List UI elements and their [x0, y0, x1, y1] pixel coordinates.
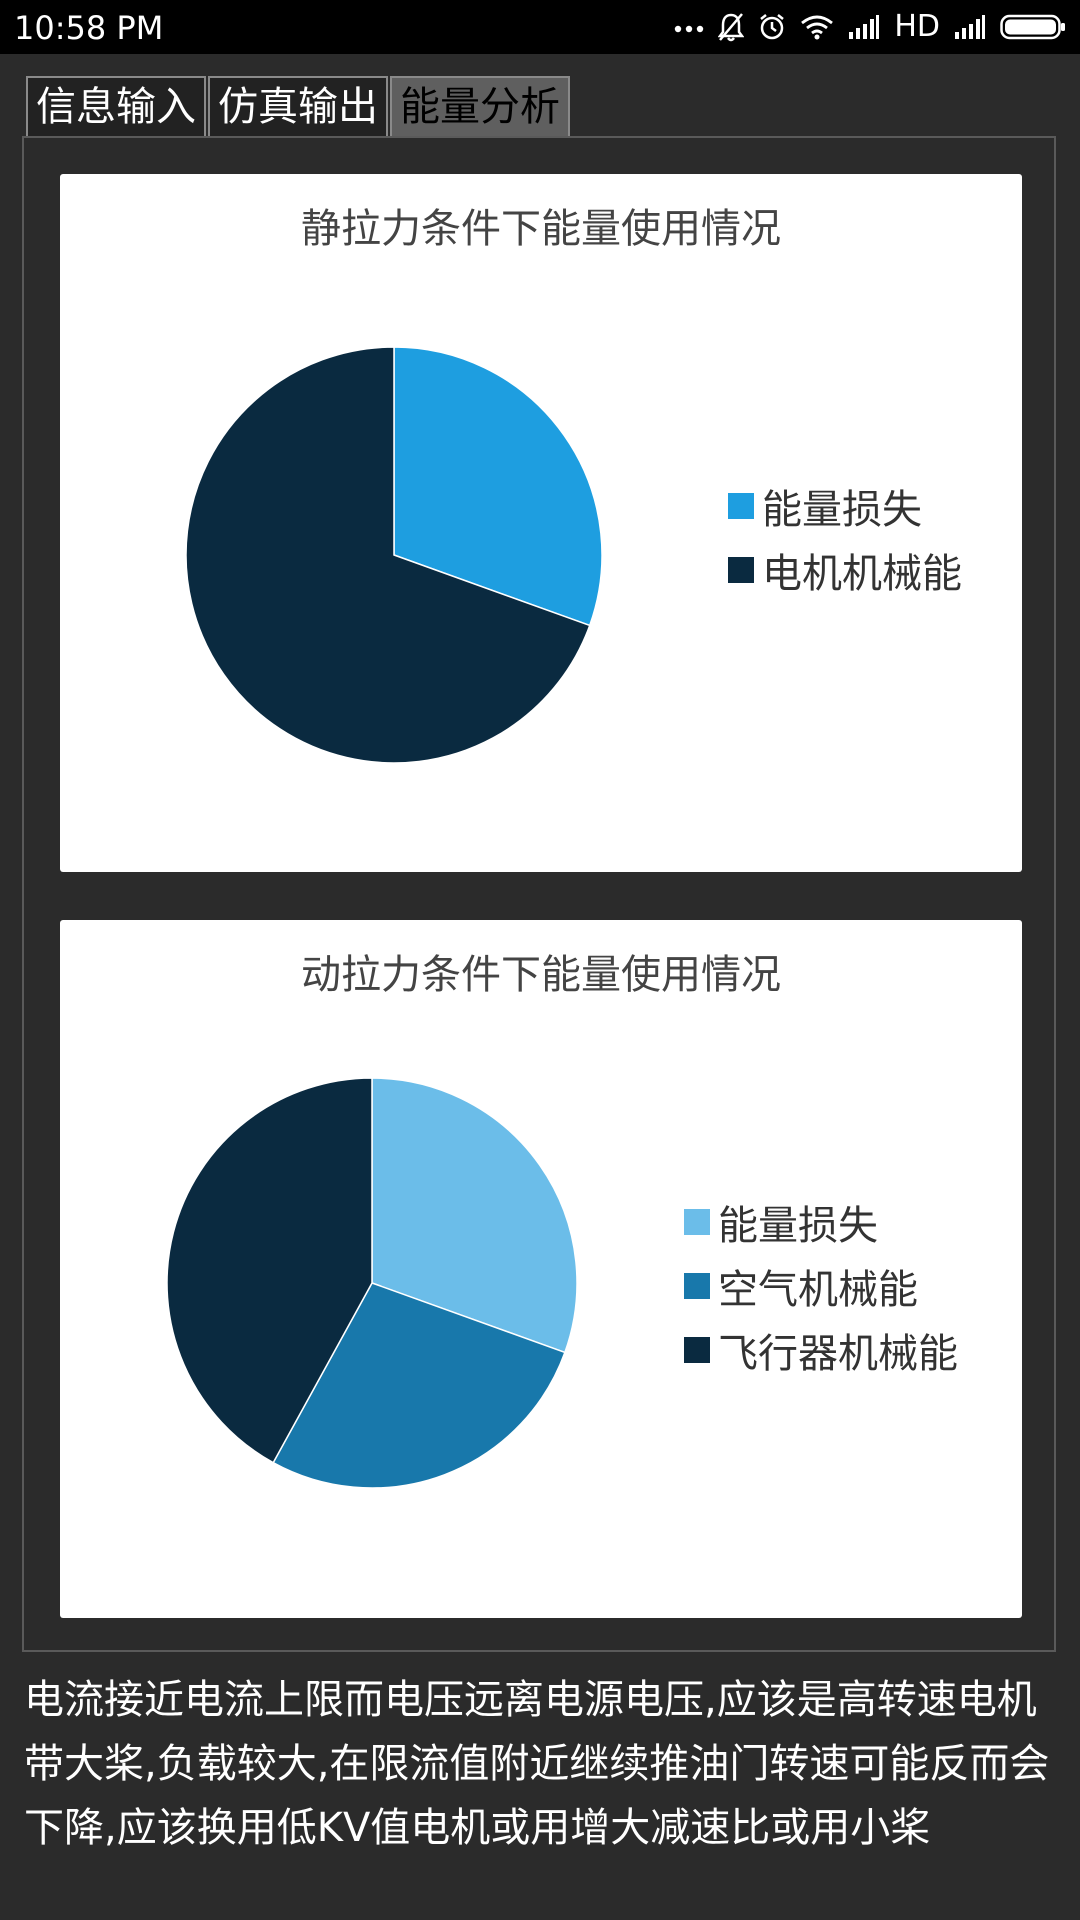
mute-bell-icon [718, 13, 745, 42]
legend-item-energy-loss: 能量损失 [728, 474, 962, 538]
legend-swatch [684, 1337, 710, 1363]
wifi-icon [801, 15, 834, 40]
static-chart-title: 静拉力条件下能量使用情况 [301, 206, 781, 252]
legend-label: 电机机械能 [762, 551, 962, 597]
dynamic-chart-title: 动拉力条件下能量使用情况 [301, 952, 781, 998]
network-type-label: HD [894, 9, 940, 44]
legend-item-air-mechanical: 空气机械能 [684, 1254, 958, 1318]
tab-energy-analysis[interactable]: 能量分析 [390, 76, 570, 136]
tab-simulation-output[interactable]: 仿真输出 [208, 76, 388, 136]
status-icons: HD [674, 6, 1066, 48]
analysis-description: 电流接近电流上限而电压远离电源电压,应该是高转速电机带大桨,负载较大,在限流值附… [24, 1677, 1050, 1851]
legend-item-aircraft-mechanical: 飞行器机械能 [684, 1318, 958, 1382]
legend-label: 能量损失 [718, 1203, 878, 1249]
pie-slice-1 [272, 1282, 566, 1489]
signal-icon [849, 15, 880, 39]
legend-label: 能量损失 [762, 487, 922, 533]
legend-swatch [728, 557, 754, 583]
tab-bar: 信息输入 仿真输出 能量分析 [26, 76, 572, 138]
legend-label: 飞行器机械能 [718, 1331, 958, 1377]
static-chart-legend: 能量损失 电机机械能 [728, 474, 962, 602]
dynamic-chart-legend: 能量损失 空气机械能 飞行器机械能 [684, 1190, 958, 1382]
legend-item-motor-mechanical: 电机机械能 [728, 538, 962, 602]
status-bar: 10:58 PM HD [0, 0, 1080, 54]
legend-label: 空气机械能 [718, 1267, 918, 1313]
tab-info-input[interactable]: 信息输入 [26, 76, 206, 136]
legend-swatch [684, 1273, 710, 1299]
static-pie-chart [185, 346, 603, 764]
legend-swatch [684, 1209, 710, 1235]
alarm-icon [760, 14, 785, 40]
dynamic-pie-chart [166, 1077, 578, 1489]
dynamic-chart-card: 动拉力条件下能量使用情况 能量损失 空气机械能 飞行器机械能 [60, 920, 1022, 1618]
energy-analysis-panel: 静拉力条件下能量使用情况 能量损失 电机机械能 动拉力条件下能量使用情况 能量损… [22, 136, 1056, 1652]
more-dots-icon [675, 25, 704, 33]
pie-slice-2 [166, 1077, 373, 1464]
pie-slice-0 [371, 1077, 578, 1354]
signal-2-icon [955, 15, 985, 39]
pie-slice-1 [185, 346, 591, 764]
battery-icon [1000, 14, 1065, 40]
legend-item-energy-loss: 能量损失 [684, 1190, 958, 1254]
pie-slice-0 [393, 346, 603, 627]
static-chart-card: 静拉力条件下能量使用情况 能量损失 电机机械能 [60, 174, 1022, 872]
status-time: 10:58 PM [14, 9, 164, 47]
legend-swatch [728, 493, 754, 519]
